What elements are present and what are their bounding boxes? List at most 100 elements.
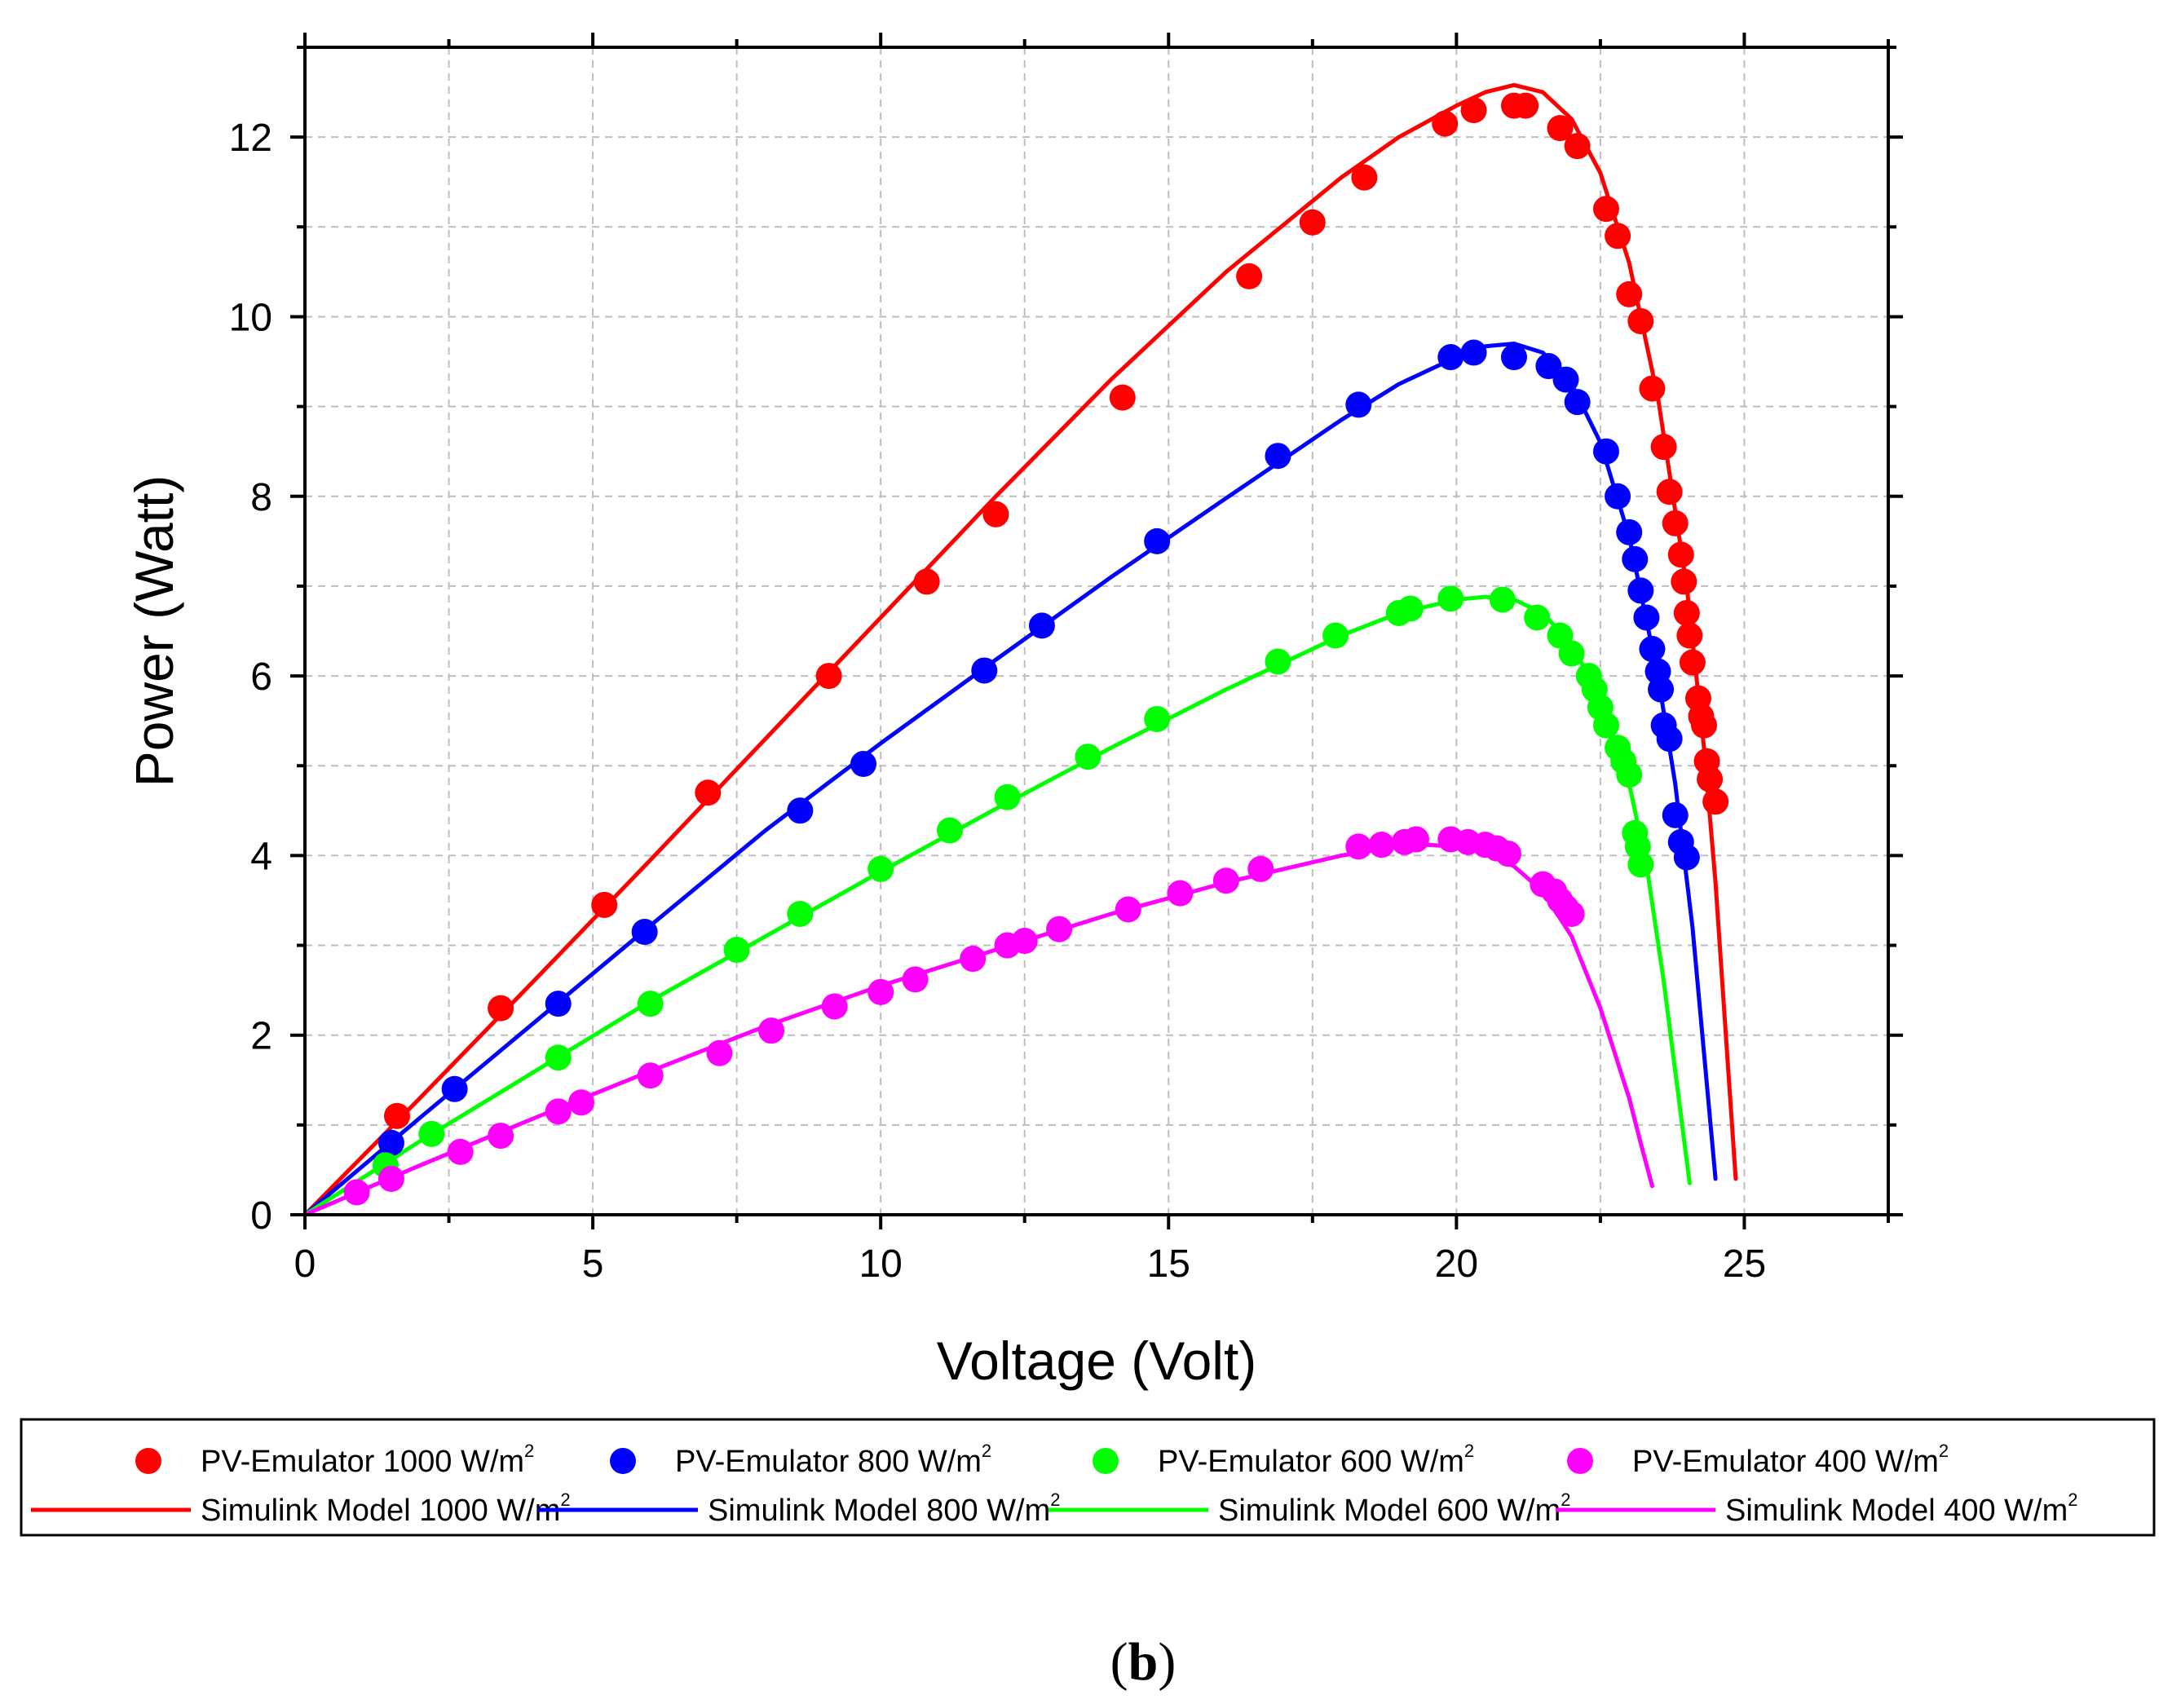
x-tick-label: 20 <box>1435 1242 1478 1286</box>
emulator-point <box>1592 712 1619 739</box>
emulator-point <box>1622 545 1649 572</box>
emulator-point <box>1345 391 1372 418</box>
y-axis-title: Power (Watt) <box>124 475 184 788</box>
emulator-point <box>631 919 658 946</box>
y-tick-label: 6 <box>250 655 272 699</box>
emulator-point <box>1691 712 1718 739</box>
emulator-point <box>567 1089 594 1116</box>
emulator-point <box>1662 801 1689 828</box>
emulator-point <box>1552 366 1579 393</box>
x-tick-label: 10 <box>859 1242 902 1286</box>
legend: PV-Emulator 1000 W/m2 PV-Emulator 800 W/m… <box>20 1418 2156 1537</box>
emulator-point <box>1558 640 1585 667</box>
caption-letter: b <box>1128 1632 1159 1692</box>
emulator-point <box>377 1129 404 1156</box>
emulator-point <box>1397 595 1424 622</box>
x-tick-label: 15 <box>1147 1242 1190 1286</box>
legend-label: Simulink Model 800 W/m2 <box>708 1490 1061 1528</box>
y-tick-label: 0 <box>250 1194 272 1238</box>
legend-label: PV-Emulator 1000 W/m2 <box>201 1441 534 1479</box>
x-tick-label: 0 <box>294 1242 316 1286</box>
plot-frame <box>303 46 1890 1216</box>
legend-label: Simulink Model 400 W/m2 <box>1725 1490 2078 1528</box>
emulator-point <box>913 568 940 595</box>
emulator-point <box>1633 604 1660 631</box>
legend-label: PV-Emulator 800 W/m2 <box>675 1441 991 1479</box>
emulator-point <box>1524 604 1551 631</box>
emulator-point <box>637 991 664 1017</box>
emulator-point <box>1402 826 1429 853</box>
legend-label: PV-Emulator 400 W/m2 <box>1632 1441 1949 1479</box>
figure-caption: (b) <box>1110 1632 1176 1692</box>
emulator-point <box>1236 263 1263 289</box>
emulator-point <box>1265 443 1291 470</box>
legend-marker <box>135 1448 161 1474</box>
emulator-point <box>1639 636 1666 663</box>
y-tick-label: 4 <box>250 835 272 878</box>
emulator-point <box>377 1165 404 1192</box>
emulator-point <box>1616 280 1643 307</box>
emulator-point <box>1500 344 1527 371</box>
emulator-point <box>488 1123 514 1150</box>
emulator-point <box>1432 110 1459 137</box>
emulator-point <box>1648 676 1675 703</box>
emulator-point <box>1265 648 1291 675</box>
x-tick-label: 25 <box>1723 1242 1766 1286</box>
emulator-point <box>1673 599 1700 626</box>
emulator-point <box>971 657 998 684</box>
emulator-point <box>1656 479 1683 505</box>
emulator-point <box>545 1098 572 1125</box>
x-tick-label: 5 <box>582 1242 604 1286</box>
emulator-point <box>1489 586 1516 613</box>
emulator-point <box>902 966 929 993</box>
legend-marker <box>1093 1448 1119 1474</box>
grid-lines <box>305 47 1888 1215</box>
emulator-point <box>1512 92 1539 119</box>
emulator-point <box>1437 585 1464 612</box>
emulator-point <box>1679 649 1706 676</box>
model-curve-7 <box>302 842 1654 1217</box>
emulator-point <box>1144 527 1171 554</box>
emulator-point <box>545 1044 572 1071</box>
emulator-point <box>1627 307 1654 334</box>
emulator-point <box>1558 900 1585 927</box>
emulator-point <box>637 1062 664 1089</box>
legend-label: Simulink Model 600 W/m2 <box>1218 1490 1571 1528</box>
emulator-point <box>1592 196 1619 223</box>
y-tick-label: 12 <box>229 117 272 160</box>
emulator-point <box>1702 788 1729 815</box>
emulator-point <box>1676 622 1703 649</box>
emulator-point <box>850 751 876 778</box>
legend-marker <box>610 1448 636 1474</box>
emulator-point <box>1662 510 1689 536</box>
emulator-point <box>867 978 894 1005</box>
emulator-point <box>787 797 814 824</box>
emulator-point <box>1671 568 1697 595</box>
emulator-point <box>1437 344 1464 371</box>
legend-marker <box>1567 1448 1593 1474</box>
pv-emulator-points <box>343 92 1729 1206</box>
emulator-point <box>1368 832 1395 858</box>
emulator-point <box>1075 744 1101 770</box>
x-axis-title: Voltage (Volt) <box>937 1331 1257 1391</box>
emulator-point <box>723 937 750 964</box>
emulator-point <box>441 1075 468 1102</box>
emulator-point <box>1616 761 1643 788</box>
emulator-point <box>1673 844 1700 871</box>
emulator-point <box>787 900 814 927</box>
emulator-point <box>1460 339 1487 366</box>
emulator-point <box>1667 541 1694 568</box>
emulator-point <box>1592 438 1619 465</box>
model-curve-6 <box>302 594 1692 1217</box>
emulator-point <box>1547 115 1574 142</box>
legend-box <box>20 1418 2156 1537</box>
emulator-point <box>982 501 1009 527</box>
emulator-point <box>1167 880 1194 907</box>
emulator-point <box>936 817 963 844</box>
emulator-point <box>1144 705 1171 732</box>
legend-label: Simulink Model 1000 W/m2 <box>201 1490 571 1528</box>
y-tick-label: 8 <box>250 476 272 519</box>
emulator-point <box>591 891 618 918</box>
emulator-point <box>1115 896 1141 923</box>
emulator-point <box>1351 164 1378 191</box>
